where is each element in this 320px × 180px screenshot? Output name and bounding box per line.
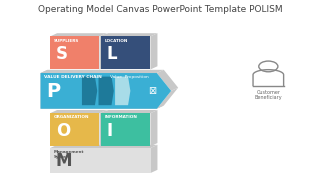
Polygon shape	[41, 73, 171, 109]
Text: Value  Proposition: Value Proposition	[110, 75, 149, 79]
Polygon shape	[50, 33, 107, 36]
Polygon shape	[150, 145, 157, 173]
Text: Management
System: Management System	[54, 150, 84, 159]
Polygon shape	[100, 110, 107, 146]
Text: VALUE DELIVERY CHAIN: VALUE DELIVERY CHAIN	[44, 75, 102, 79]
Text: L: L	[107, 45, 117, 63]
Text: S: S	[56, 45, 68, 63]
Text: Customer
Beneficiary: Customer Beneficiary	[254, 90, 282, 100]
FancyBboxPatch shape	[50, 148, 150, 173]
Polygon shape	[150, 110, 157, 146]
Polygon shape	[41, 70, 164, 73]
Polygon shape	[41, 105, 164, 109]
Polygon shape	[100, 33, 107, 69]
FancyBboxPatch shape	[101, 113, 150, 146]
Polygon shape	[150, 33, 157, 69]
Polygon shape	[101, 110, 157, 113]
Text: LOCATION: LOCATION	[105, 39, 128, 42]
Polygon shape	[157, 88, 178, 109]
Text: M: M	[56, 152, 72, 170]
Text: Operating Model Canvas PowerPoint Template POLISM: Operating Model Canvas PowerPoint Templa…	[38, 5, 282, 14]
Text: P: P	[46, 82, 60, 101]
FancyBboxPatch shape	[50, 36, 100, 69]
Polygon shape	[50, 145, 157, 148]
Text: O: O	[56, 122, 70, 140]
Text: I: I	[107, 122, 113, 140]
FancyBboxPatch shape	[50, 113, 100, 146]
Polygon shape	[99, 77, 114, 105]
Text: SUPPLIERS: SUPPLIERS	[54, 39, 79, 42]
Polygon shape	[101, 33, 157, 36]
FancyBboxPatch shape	[101, 36, 150, 69]
Polygon shape	[157, 70, 178, 91]
Text: ORGANIZATION: ORGANIZATION	[54, 115, 89, 119]
Polygon shape	[115, 77, 130, 105]
Text: ⊠: ⊠	[148, 86, 156, 96]
Polygon shape	[82, 77, 97, 105]
Text: INFORMATION: INFORMATION	[105, 115, 138, 119]
Polygon shape	[41, 70, 48, 109]
Polygon shape	[50, 110, 107, 113]
